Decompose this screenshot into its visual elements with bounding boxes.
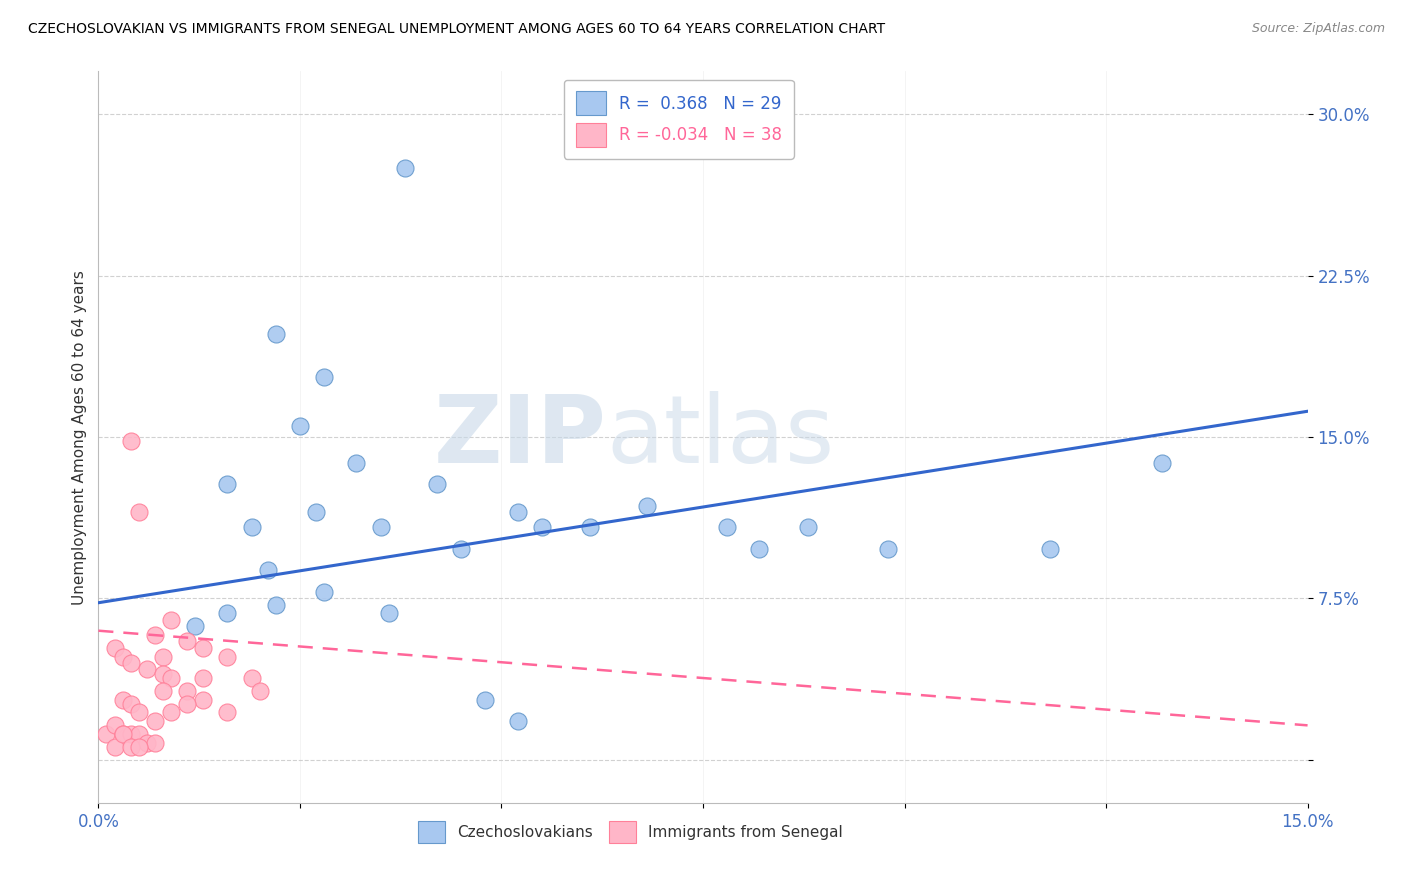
Point bbox=[217, 649, 239, 664]
Point bbox=[160, 613, 183, 627]
Text: atlas: atlas bbox=[606, 391, 835, 483]
Point bbox=[160, 671, 183, 685]
Point bbox=[176, 684, 198, 698]
Point bbox=[1039, 541, 1062, 556]
Point bbox=[636, 499, 658, 513]
Point bbox=[256, 564, 278, 578]
Point bbox=[716, 520, 738, 534]
Text: CZECHOSLOVAKIAN VS IMMIGRANTS FROM SENEGAL UNEMPLOYMENT AMONG AGES 60 TO 64 YEAR: CZECHOSLOVAKIAN VS IMMIGRANTS FROM SENEG… bbox=[28, 22, 886, 37]
Point bbox=[96, 727, 118, 741]
Point bbox=[143, 714, 166, 728]
Point bbox=[344, 456, 367, 470]
Point bbox=[217, 607, 239, 621]
Point bbox=[111, 649, 134, 664]
Point bbox=[128, 739, 150, 754]
Point bbox=[103, 718, 125, 732]
Point bbox=[135, 735, 157, 749]
Legend: Czechoslovakians, Immigrants from Senegal: Czechoslovakians, Immigrants from Senega… bbox=[408, 811, 853, 854]
Point bbox=[120, 697, 142, 711]
Point bbox=[877, 541, 900, 556]
Point bbox=[120, 739, 142, 754]
Point bbox=[128, 706, 150, 720]
Point bbox=[128, 505, 150, 519]
Point bbox=[176, 634, 198, 648]
Point bbox=[450, 541, 472, 556]
Point bbox=[305, 505, 328, 519]
Point bbox=[193, 692, 215, 706]
Point bbox=[135, 662, 157, 676]
Point bbox=[1152, 456, 1174, 470]
Point bbox=[797, 520, 820, 534]
Point bbox=[370, 520, 392, 534]
Point bbox=[103, 640, 125, 655]
Text: Source: ZipAtlas.com: Source: ZipAtlas.com bbox=[1251, 22, 1385, 36]
Point bbox=[103, 739, 125, 754]
Point bbox=[314, 369, 336, 384]
Point bbox=[143, 735, 166, 749]
Point bbox=[394, 161, 416, 176]
Point bbox=[240, 520, 263, 534]
Point bbox=[579, 520, 602, 534]
Point bbox=[128, 727, 150, 741]
Point bbox=[249, 684, 271, 698]
Point bbox=[152, 666, 174, 681]
Point bbox=[264, 326, 287, 341]
Point bbox=[217, 706, 239, 720]
Point bbox=[748, 541, 770, 556]
Point bbox=[314, 585, 336, 599]
Point bbox=[111, 727, 134, 741]
Point bbox=[184, 619, 207, 633]
Point bbox=[111, 692, 134, 706]
Point bbox=[193, 671, 215, 685]
Point bbox=[217, 477, 239, 491]
Point bbox=[120, 727, 142, 741]
Point bbox=[120, 434, 142, 449]
Point bbox=[506, 714, 529, 728]
Point bbox=[288, 419, 311, 434]
Point bbox=[264, 598, 287, 612]
Point bbox=[152, 684, 174, 698]
Point bbox=[240, 671, 263, 685]
Point bbox=[111, 727, 134, 741]
Point bbox=[193, 640, 215, 655]
Point bbox=[120, 656, 142, 670]
Point bbox=[160, 706, 183, 720]
Text: ZIP: ZIP bbox=[433, 391, 606, 483]
Point bbox=[426, 477, 449, 491]
Point bbox=[152, 649, 174, 664]
Y-axis label: Unemployment Among Ages 60 to 64 years: Unemployment Among Ages 60 to 64 years bbox=[72, 269, 87, 605]
Point bbox=[530, 520, 553, 534]
Point bbox=[474, 692, 496, 706]
Point bbox=[176, 697, 198, 711]
Point bbox=[377, 607, 399, 621]
Point bbox=[506, 505, 529, 519]
Point bbox=[143, 628, 166, 642]
